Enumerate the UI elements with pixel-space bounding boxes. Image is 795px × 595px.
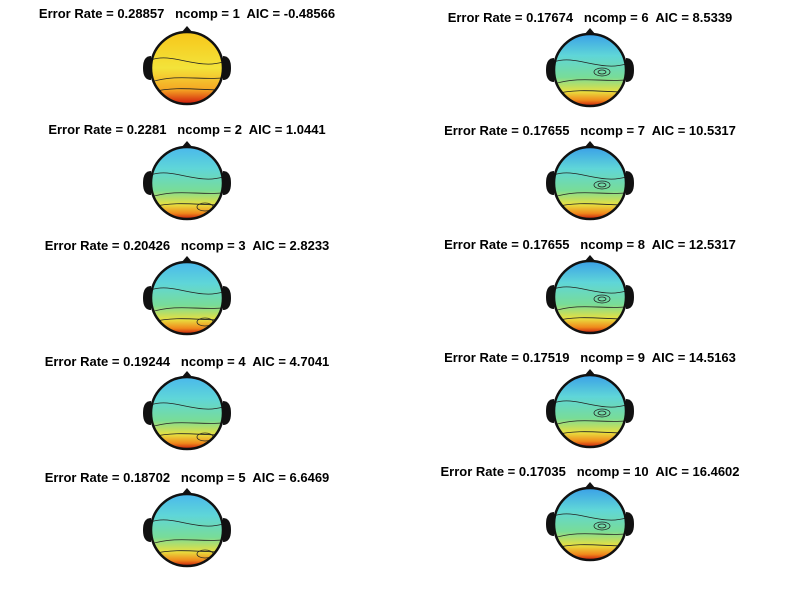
contour <box>593 408 611 418</box>
panel: Error Rate = 0.17655 ncomp = 7 AIC = 10.… <box>444 123 736 221</box>
scalp-map <box>151 494 223 566</box>
ear <box>223 56 231 80</box>
ear <box>546 399 554 423</box>
contour <box>554 400 626 408</box>
contour <box>593 180 611 190</box>
ear <box>223 518 231 542</box>
panel: Error Rate = 0.28857 ncomp = 1 AIC = -0.… <box>39 6 335 106</box>
contour <box>151 172 223 180</box>
contour <box>151 77 223 83</box>
ear <box>546 58 554 82</box>
panel-title: Error Rate = 0.17519 ncomp = 9 AIC = 14.… <box>444 350 736 365</box>
contour <box>593 294 611 304</box>
contour <box>554 79 626 85</box>
contour <box>554 286 626 294</box>
panel-title: Error Rate = 0.20426 ncomp = 3 AIC = 2.8… <box>45 238 330 253</box>
ear <box>143 171 151 195</box>
scalp-map <box>554 261 626 333</box>
panel-title: Error Rate = 0.2281 ncomp = 2 AIC = 1.04… <box>48 122 325 137</box>
ear <box>143 56 151 80</box>
panel: Error Rate = 0.19244 ncomp = 4 AIC = 4.7… <box>45 354 330 451</box>
scalp-map <box>151 262 223 334</box>
contour <box>151 422 223 428</box>
scalp-map <box>554 34 626 106</box>
contour <box>151 307 223 313</box>
head-outline <box>552 486 628 562</box>
head-outline <box>149 145 225 221</box>
ear <box>626 285 634 309</box>
panel: Error Rate = 0.18702 ncomp = 5 AIC = 6.6… <box>45 470 330 568</box>
scalp-map <box>151 147 223 219</box>
head-outline <box>149 30 225 106</box>
contour <box>151 287 223 295</box>
head-outline <box>552 32 628 108</box>
panel-title: Error Rate = 0.17655 ncomp = 8 AIC = 12.… <box>444 237 736 252</box>
contour <box>151 402 223 410</box>
ear <box>143 401 151 425</box>
scalp-map <box>554 147 626 219</box>
ear <box>223 286 231 310</box>
contour <box>554 306 626 312</box>
ear <box>626 512 634 536</box>
head-outline <box>149 375 225 451</box>
contour <box>593 521 611 531</box>
scalp-map <box>151 32 223 104</box>
contour <box>593 67 611 77</box>
contour <box>151 519 223 527</box>
ear <box>223 401 231 425</box>
panel: Error Rate = 0.2281 ncomp = 2 AIC = 1.04… <box>48 122 326 221</box>
ear <box>626 399 634 423</box>
contour <box>597 410 607 416</box>
panel: Error Rate = 0.17519 ncomp = 9 AIC = 14.… <box>444 350 736 449</box>
panel: Error Rate = 0.17674 ncomp = 6 AIC = 8.5… <box>448 10 733 108</box>
panel-title: Error Rate = 0.17035 ncomp = 10 AIC = 16… <box>440 464 739 479</box>
contour <box>554 59 626 67</box>
scalp-map <box>151 377 223 449</box>
contour <box>597 296 607 302</box>
scalp-map <box>554 375 626 447</box>
scalp-map <box>554 488 626 560</box>
ear <box>143 518 151 542</box>
contour <box>151 192 223 198</box>
contour <box>554 513 626 521</box>
contour <box>597 69 607 75</box>
panel-title: Error Rate = 0.17674 ncomp = 6 AIC = 8.5… <box>448 10 733 25</box>
ear <box>546 171 554 195</box>
contour <box>151 539 223 545</box>
contour <box>597 523 607 529</box>
ear <box>626 58 634 82</box>
head-outline <box>149 260 225 336</box>
contour <box>554 420 626 426</box>
head-outline <box>552 145 628 221</box>
ear <box>143 286 151 310</box>
ear <box>546 512 554 536</box>
panel-title: Error Rate = 0.18702 ncomp = 5 AIC = 6.6… <box>45 470 330 485</box>
panel: Error Rate = 0.20426 ncomp = 3 AIC = 2.8… <box>45 238 330 336</box>
panel-title: Error Rate = 0.17655 ncomp = 7 AIC = 10.… <box>444 123 736 138</box>
contour <box>597 182 607 188</box>
panel-title: Error Rate = 0.28857 ncomp = 1 AIC = -0.… <box>39 6 335 21</box>
head-outline <box>149 492 225 568</box>
head-outline <box>552 259 628 335</box>
ear <box>546 285 554 309</box>
contour <box>554 533 626 539</box>
head-outline <box>552 373 628 449</box>
panel-title: Error Rate = 0.19244 ncomp = 4 AIC = 4.7… <box>45 354 330 369</box>
ear <box>626 171 634 195</box>
contour <box>151 57 223 65</box>
contour <box>554 192 626 198</box>
ear <box>223 171 231 195</box>
contour <box>554 172 626 180</box>
panel: Error Rate = 0.17035 ncomp = 10 AIC = 16… <box>440 464 740 562</box>
panel: Error Rate = 0.17655 ncomp = 8 AIC = 12.… <box>444 237 736 335</box>
